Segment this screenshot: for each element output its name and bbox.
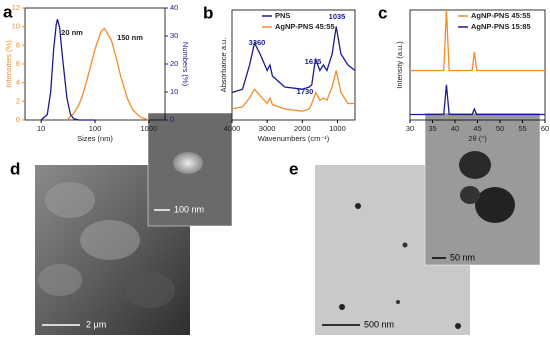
annotation: 20 nm	[61, 28, 83, 37]
annotation: 3360	[249, 38, 266, 47]
panel-label: c	[378, 3, 387, 22]
legend-label: AgNP-PNS 45:55	[471, 11, 531, 20]
panel-d: 100 nm 2 μm d	[10, 112, 233, 335]
x-tick-label: 60	[541, 124, 549, 133]
particle	[339, 304, 345, 310]
x-tick-label: 35	[428, 124, 436, 133]
y-axis-label: Absorbance a.u.	[219, 38, 228, 93]
particle	[173, 152, 203, 174]
particle-cluster	[475, 187, 515, 223]
panel-label: a	[3, 2, 13, 21]
x-tick-label: 45	[473, 124, 481, 133]
texture	[45, 182, 95, 218]
particle-cluster	[459, 151, 491, 179]
annotation: 1730	[297, 87, 314, 96]
y2-tick-label: 30	[170, 31, 178, 40]
x-tick-label: 1000	[140, 124, 157, 133]
y2-tick-label: 0	[170, 115, 174, 124]
y-tick-label: 4	[16, 78, 20, 87]
legend-label: AgNP-PNS 45:55	[275, 22, 335, 31]
x-axis-label: Sizes (nm)	[77, 134, 113, 143]
y-tick-label: 0	[16, 115, 20, 124]
inset-image	[424, 112, 541, 266]
annotation: 1615	[305, 57, 322, 66]
y-tick-label: 8	[16, 40, 20, 49]
x-tick-label: 1000	[329, 124, 346, 133]
x-tick-label: 2000	[294, 124, 311, 133]
inset-scale-label: 50 nm	[450, 252, 475, 262]
x-tick-label: 100	[89, 124, 102, 133]
y-tick-label: 12	[12, 3, 20, 12]
x-tick-label: 40	[451, 124, 459, 133]
x-tick-label: 30	[406, 124, 414, 133]
series-line	[231, 26, 356, 94]
particle-cluster	[460, 186, 480, 204]
y-tick-label: 6	[16, 59, 20, 68]
series-line	[40, 19, 95, 121]
texture	[125, 272, 175, 308]
plot-frame	[24, 7, 166, 121]
y-axis-label: Intensities (%)	[4, 40, 13, 88]
y2-tick-label: 10	[170, 87, 178, 96]
series-line	[410, 9, 545, 72]
texture	[38, 264, 82, 296]
x-tick-label: 55	[518, 124, 526, 133]
y2-tick-label: 20	[170, 59, 178, 68]
panel-label: e	[289, 159, 298, 178]
x-axis-label: Wavenumbers (cm⁻¹)	[258, 134, 330, 143]
texture	[80, 220, 140, 260]
particle	[396, 300, 400, 304]
y-axis-label: Intensity (a.u.)	[395, 41, 404, 89]
series-line	[410, 84, 545, 116]
y2-axis-label: Numbers (%)	[181, 42, 190, 87]
x-tick-label: 10	[37, 124, 45, 133]
y2-tick-label: 40	[170, 3, 178, 12]
scale-label: 500 nm	[364, 319, 394, 329]
panel-label: d	[10, 159, 20, 178]
x-tick-label: 50	[496, 124, 504, 133]
legend-label: AgNP-PNS 15:85	[471, 22, 531, 31]
series-line	[231, 70, 355, 112]
x-tick-label: 4000	[224, 124, 241, 133]
scale-label: 2 μm	[86, 319, 106, 329]
particle	[455, 323, 461, 329]
particle	[355, 203, 361, 209]
panel-label: b	[203, 3, 213, 22]
y-tick-label: 2	[16, 96, 20, 105]
series-line	[66, 27, 150, 121]
panel-e: 50 nm 500 nm e	[289, 112, 541, 335]
particle	[402, 242, 408, 248]
x-tick-label: 3000	[259, 124, 276, 133]
annotation: 150 nm	[117, 33, 143, 42]
legend-label: PNS	[275, 11, 290, 20]
plot-frame	[231, 9, 356, 121]
y-tick-label: 10	[12, 22, 20, 31]
inset-scale-label: 100 nm	[174, 204, 204, 214]
annotation: 1035	[329, 12, 346, 21]
x-axis-label: 2θ (°)	[468, 134, 487, 143]
